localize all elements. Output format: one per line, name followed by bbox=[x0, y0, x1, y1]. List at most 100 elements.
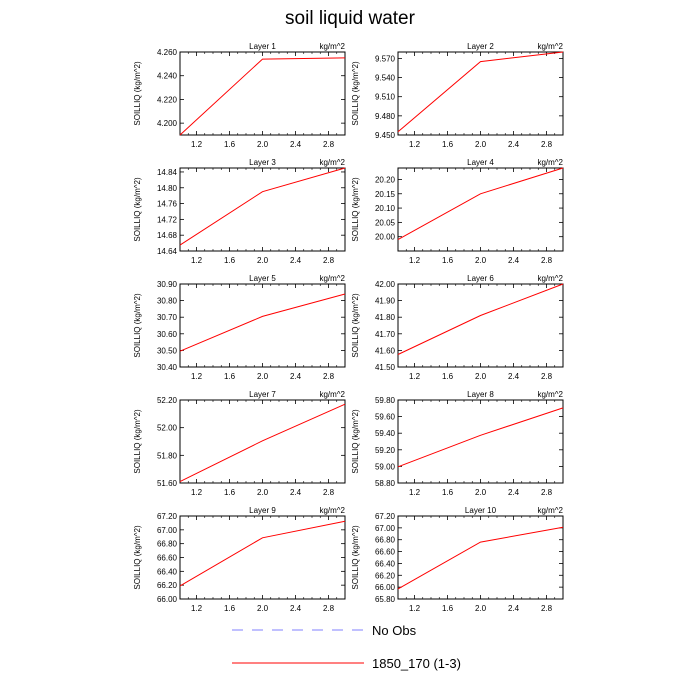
y-tick-label: 67.20 bbox=[375, 512, 396, 521]
panel-title: Layer 8 bbox=[467, 390, 494, 399]
x-tick-label: 1.2 bbox=[191, 488, 203, 497]
y-tick-label: 59.60 bbox=[375, 413, 396, 422]
x-tick-label: 1.6 bbox=[224, 256, 236, 265]
x-tick-label: 2.0 bbox=[475, 372, 487, 381]
panel-title: Layer 7 bbox=[249, 390, 276, 399]
x-tick-label: 2.4 bbox=[290, 488, 302, 497]
series-line bbox=[397, 283, 564, 355]
y-tick-label: 67.00 bbox=[375, 524, 396, 533]
y-tick-label: 52.00 bbox=[157, 424, 178, 433]
y-tick-label: 9.570 bbox=[375, 54, 396, 63]
chart-panel: 1.2 1.6 2.0 2.4 2.8 58.80 59.00 59.20 59.40 59.60… bbox=[351, 390, 564, 497]
y-tick-label: 51.80 bbox=[157, 451, 178, 460]
chart-panel: 1.2 1.6 2.0 2.4 2.8 14.64 14.68 14.72 14.76 14.80… bbox=[133, 158, 346, 265]
y-tick-label: 9.510 bbox=[375, 93, 396, 102]
x-tick-label: 2.4 bbox=[508, 140, 520, 149]
plot-frame bbox=[179, 283, 346, 368]
panel-title: Layer 3 bbox=[249, 158, 276, 167]
x-tick-label: 2.0 bbox=[475, 256, 487, 265]
series-line bbox=[179, 520, 346, 587]
chart-panel: 1.2 1.6 2.0 2.4 2.8 20.00 20.05 20.10 20.15 20.20… bbox=[351, 158, 564, 265]
y-tick-label: 66.40 bbox=[375, 559, 396, 568]
y-tick-label: 20.15 bbox=[375, 190, 396, 199]
x-tick-label: 2.4 bbox=[290, 140, 302, 149]
series-line bbox=[179, 403, 346, 483]
y-tick-label: 4.220 bbox=[157, 95, 178, 104]
panel-units: kg/m^2 bbox=[319, 158, 345, 167]
y-axis-label: SOILLIQ (kg/m^2) bbox=[133, 61, 142, 126]
plot-frame bbox=[397, 399, 564, 484]
panel-units: kg/m^2 bbox=[537, 42, 563, 51]
x-tick-label: 2.4 bbox=[290, 372, 302, 381]
y-tick-label: 59.20 bbox=[375, 446, 396, 455]
y-tick-label: 66.00 bbox=[157, 595, 178, 604]
y-tick-label: 30.50 bbox=[157, 346, 178, 355]
chart-panel: 1.2 1.6 2.0 2.4 2.8 51.60 51.80 52.00 52.20 Layer… bbox=[133, 390, 346, 497]
x-tick-label: 2.8 bbox=[541, 140, 553, 149]
x-tick-label: 2.4 bbox=[290, 256, 302, 265]
x-tick-label: 1.2 bbox=[191, 604, 203, 613]
series-line bbox=[179, 57, 346, 136]
panel-title: Layer 5 bbox=[249, 274, 276, 283]
x-tick-label: 1.2 bbox=[409, 140, 421, 149]
x-tick-label: 2.0 bbox=[475, 604, 487, 613]
legend: No Obs 1850_170 (1-3) bbox=[232, 623, 461, 671]
plot-frame bbox=[179, 167, 346, 252]
chart-panel: 1.2 1.6 2.0 2.4 2.8 30.40 30.50 30.60 30.70 30.80… bbox=[133, 274, 346, 381]
panel-title: Layer 10 bbox=[465, 506, 497, 515]
y-tick-label: 30.60 bbox=[157, 330, 178, 339]
x-tick-label: 2.4 bbox=[290, 604, 302, 613]
chart-panel: 1.2 1.6 2.0 2.4 2.8 41.50 41.60 41.70 41.80 41.90… bbox=[351, 274, 564, 381]
y-axis-label: SOILLIQ (kg/m^2) bbox=[133, 409, 142, 474]
y-tick-label: 42.00 bbox=[375, 280, 396, 289]
x-tick-label: 1.2 bbox=[191, 372, 203, 381]
x-tick-label: 1.2 bbox=[191, 140, 203, 149]
plot-frame bbox=[397, 515, 564, 600]
x-tick-label: 1.6 bbox=[442, 604, 454, 613]
panel-title: Layer 9 bbox=[249, 506, 276, 515]
x-tick-label: 1.6 bbox=[224, 488, 236, 497]
y-tick-label: 20.10 bbox=[375, 204, 396, 213]
x-tick-label: 2.8 bbox=[541, 488, 553, 497]
panel-units: kg/m^2 bbox=[537, 390, 563, 399]
y-tick-label: 52.20 bbox=[157, 396, 178, 405]
x-tick-label: 2.4 bbox=[508, 372, 520, 381]
y-axis-label: SOILLIQ (kg/m^2) bbox=[351, 409, 360, 474]
x-tick-label: 1.6 bbox=[224, 372, 236, 381]
x-tick-label: 1.2 bbox=[409, 256, 421, 265]
panel-units: kg/m^2 bbox=[319, 506, 345, 515]
series-line bbox=[179, 293, 346, 352]
y-tick-label: 30.90 bbox=[157, 280, 178, 289]
x-tick-label: 2.4 bbox=[508, 256, 520, 265]
series-line bbox=[397, 167, 564, 241]
y-tick-label: 67.20 bbox=[157, 512, 178, 521]
panel-title: Layer 1 bbox=[249, 42, 276, 51]
x-tick-label: 2.8 bbox=[323, 256, 335, 265]
x-tick-label: 2.8 bbox=[541, 372, 553, 381]
y-axis-label: SOILLIQ (kg/m^2) bbox=[351, 293, 360, 358]
chart-panel: 1.2 1.6 2.0 2.4 2.8 4.200 4.220 4.240 4.260 Layer… bbox=[133, 42, 346, 149]
y-tick-label: 41.60 bbox=[375, 346, 396, 355]
x-tick-label: 1.2 bbox=[409, 372, 421, 381]
panel-title: Layer 4 bbox=[467, 158, 494, 167]
y-tick-label: 66.20 bbox=[375, 571, 396, 580]
y-tick-label: 4.200 bbox=[157, 119, 178, 128]
figure-title: soil liquid water bbox=[285, 8, 415, 29]
y-tick-label: 20.00 bbox=[375, 233, 396, 242]
y-tick-label: 51.60 bbox=[157, 479, 178, 488]
plot-frame bbox=[397, 167, 564, 252]
x-tick-label: 2.0 bbox=[257, 372, 269, 381]
chart-panel: 1.2 1.6 2.0 2.4 2.8 66.00 66.20 66.40 66.60 66.80… bbox=[133, 506, 346, 613]
y-tick-label: 41.50 bbox=[375, 363, 396, 372]
chart-panel: 1.2 1.6 2.0 2.4 2.8 9.450 9.480 9.510 9.540 9.570… bbox=[351, 42, 564, 149]
series-line bbox=[397, 526, 564, 590]
x-tick-label: 2.8 bbox=[541, 604, 553, 613]
y-tick-label: 66.60 bbox=[157, 554, 178, 563]
y-axis-label: SOILLIQ (kg/m^2) bbox=[351, 177, 360, 242]
y-tick-label: 66.80 bbox=[375, 536, 396, 545]
x-tick-label: 2.0 bbox=[257, 140, 269, 149]
panel-units: kg/m^2 bbox=[537, 506, 563, 515]
y-tick-label: 14.64 bbox=[157, 247, 178, 256]
